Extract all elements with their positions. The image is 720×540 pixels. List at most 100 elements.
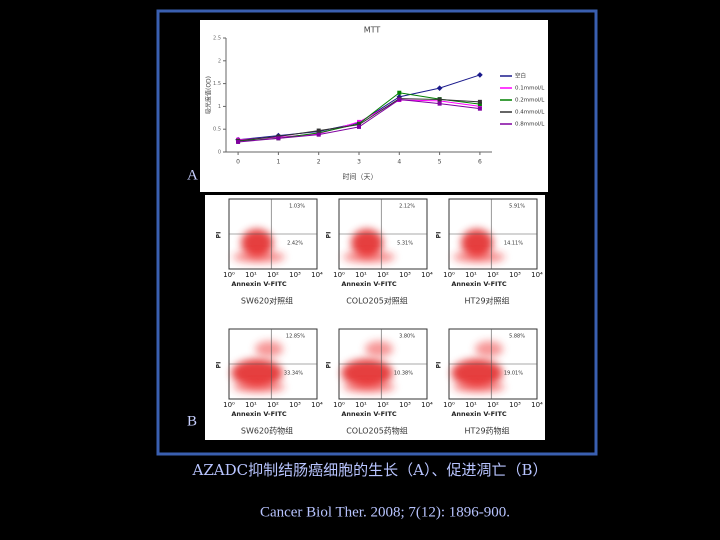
point bbox=[477, 99, 482, 104]
x-tick-label: 10² bbox=[487, 401, 499, 409]
legend-label: 空白 bbox=[515, 72, 526, 80]
flow-panels: 1.03% 2.42% PI 10⁰ 10¹ 10² 10³ 10⁴ Annexin V-FIT… bbox=[216, 198, 543, 436]
x-tick-label: 4 bbox=[397, 159, 401, 166]
x-tick-label: 10² bbox=[267, 271, 279, 279]
y-axis-label: 吸光度值(OD) bbox=[205, 76, 213, 114]
x-tick-label: 10³ bbox=[289, 271, 301, 279]
legend-label: 0.8mmol/L bbox=[515, 122, 545, 128]
dot-cloud bbox=[231, 359, 283, 387]
quadrant-percent: 2.42% bbox=[287, 241, 303, 247]
point bbox=[357, 124, 361, 129]
x-tick-label: 10⁴ bbox=[421, 271, 433, 279]
quadrant-percent: 14.11% bbox=[504, 241, 523, 247]
dot-cloud bbox=[341, 359, 393, 387]
x-tick-label: 10¹ bbox=[245, 401, 257, 409]
x-tick-label: 10¹ bbox=[355, 271, 367, 279]
dot-cloud bbox=[475, 341, 503, 357]
x-tick-label: 10⁰ bbox=[333, 401, 345, 409]
x-tick-label: 10¹ bbox=[465, 271, 477, 279]
line-chart: MTT 时间（天） 吸光度值(OD) 0 0.5 1 1.5 2 2.5 0 1 2 3 4 5 6 空白 0.1… bbox=[205, 26, 546, 182]
x-axis-label: Annexin V-FITC bbox=[451, 280, 507, 288]
quadrant-percent: 19.01% bbox=[504, 371, 523, 377]
x-tick-label: 10⁰ bbox=[333, 271, 345, 279]
y-axis-label: PI bbox=[436, 232, 443, 239]
dot-cloud bbox=[241, 229, 273, 257]
quadrant-percent: 5.88% bbox=[509, 334, 525, 340]
x-tick-label: 10² bbox=[267, 401, 279, 409]
panel-label: B bbox=[187, 413, 197, 429]
x-tick-label: 10³ bbox=[509, 401, 521, 409]
x-tick-label: 10¹ bbox=[355, 401, 367, 409]
panel-caption: HT29药物组 bbox=[464, 426, 509, 436]
x-tick-label: 10⁴ bbox=[421, 401, 433, 409]
caption: AZADC抑制结肠癌细胞的生长（A）、促进凋亡（B） bbox=[192, 461, 548, 479]
x-tick-label: 1 bbox=[276, 159, 280, 166]
dot-cloud bbox=[255, 341, 283, 357]
y-axis-label: PI bbox=[216, 362, 223, 369]
y-tick-label: 0 bbox=[218, 150, 221, 156]
panel-caption: HT29对照组 bbox=[464, 296, 509, 306]
x-tick-label: 10³ bbox=[289, 401, 301, 409]
point bbox=[436, 85, 443, 91]
panel-caption: COLO205对照组 bbox=[346, 296, 408, 306]
quadrant-percent: 3.80% bbox=[399, 334, 415, 340]
x-tick-label: 10³ bbox=[399, 271, 411, 279]
frame bbox=[156, 9, 598, 456]
point bbox=[316, 132, 321, 137]
x-axis-label: Annexin V-FITC bbox=[341, 280, 397, 288]
panel-label: A bbox=[187, 167, 198, 183]
point bbox=[477, 104, 482, 109]
y-tick-label: 1.5 bbox=[213, 81, 221, 87]
x-axis-label: Annexin V-FITC bbox=[231, 280, 287, 288]
y-tick-label: 2.5 bbox=[213, 36, 221, 42]
x-tick-label: 6 bbox=[478, 159, 482, 166]
x-tick-label: 10² bbox=[487, 271, 499, 279]
x-tick-label: 10³ bbox=[399, 401, 411, 409]
panel-caption: SW620药物组 bbox=[241, 426, 293, 436]
dot-cloud bbox=[351, 229, 383, 257]
point bbox=[236, 139, 241, 144]
x-tick-label: 10² bbox=[377, 271, 389, 279]
x-tick-label: 10² bbox=[377, 401, 389, 409]
quadrant-percent: 10.38% bbox=[394, 371, 413, 377]
y-axis-label: PI bbox=[326, 362, 333, 369]
dot-cloud bbox=[453, 251, 505, 263]
x-tick-label: 10⁰ bbox=[223, 271, 235, 279]
point bbox=[316, 128, 321, 133]
dot-cloud bbox=[451, 359, 503, 387]
y-axis-label: PI bbox=[326, 232, 333, 239]
x-tick-label: 5 bbox=[438, 159, 442, 166]
panel-caption: COLO205药物组 bbox=[346, 426, 408, 436]
dot-cloud bbox=[343, 381, 395, 393]
point bbox=[437, 97, 442, 102]
x-tick-label: 10¹ bbox=[245, 271, 257, 279]
x-tick-label: 10¹ bbox=[465, 401, 477, 409]
point bbox=[397, 97, 402, 102]
x-tick-label: 10⁴ bbox=[531, 271, 543, 279]
x-axis-label: Annexin V-FITC bbox=[341, 410, 397, 418]
x-tick-label: 10⁰ bbox=[443, 401, 455, 409]
point bbox=[397, 90, 402, 95]
x-tick-label: 0 bbox=[236, 159, 240, 166]
panel-caption: SW620对照组 bbox=[241, 296, 293, 306]
x-tick-label: 10⁰ bbox=[223, 401, 235, 409]
dot-cloud bbox=[453, 381, 505, 393]
x-axis-label: 时间（天） bbox=[343, 172, 378, 181]
point bbox=[477, 72, 483, 78]
citation: Cancer Biol Ther. 2008; 7(12): 1896-900. bbox=[260, 504, 510, 520]
y-axis-label: PI bbox=[436, 362, 443, 369]
point bbox=[477, 106, 482, 111]
quadrant-percent: 1.03% bbox=[289, 204, 305, 210]
chart-title: MTT bbox=[364, 26, 381, 35]
x-axis-label: Annexin V-FITC bbox=[451, 410, 507, 418]
x-tick-label: 10³ bbox=[509, 271, 521, 279]
point bbox=[477, 102, 482, 107]
y-axis-label: PI bbox=[216, 232, 223, 239]
point bbox=[276, 136, 281, 141]
quadrant-percent: 5.31% bbox=[397, 241, 413, 247]
x-tick-label: 10⁴ bbox=[311, 271, 323, 279]
x-tick-label: 10⁴ bbox=[531, 401, 543, 409]
y-tick-label: 2 bbox=[218, 58, 221, 64]
dot-cloud bbox=[233, 381, 285, 393]
